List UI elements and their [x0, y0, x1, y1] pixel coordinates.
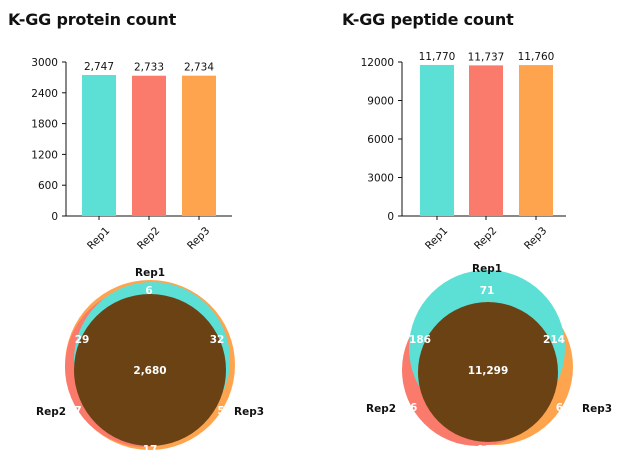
peptide-venn-diagram: Rep1 Rep2 Rep3 71 186 214 11,299 66 61 1…	[366, 263, 612, 456]
protein-y-tick-label: 1200	[31, 149, 58, 161]
peptide-y-tick-label: 6000	[367, 134, 394, 146]
venn-region-all: 11,299	[468, 365, 509, 377]
peptide-category-label: Rep1	[423, 225, 450, 252]
protein-bar-chart: 0 600 1200 1800 2400 3000 2,747 Rep1 2,733 Rep2 2,…	[31, 57, 232, 252]
venn-region-rep2-only: 7	[74, 405, 81, 417]
venn-region-rep3-only: 61	[556, 402, 571, 414]
protein-y-tick-label: 600	[38, 180, 58, 192]
peptide-y-tick-label: 9000	[367, 96, 394, 108]
venn-region-rep1-rep3: 32	[210, 334, 225, 346]
peptide-bar-chart: 0 3000 6000 9000 12000 11,770 Rep1 11,737 Rep2 11…	[361, 51, 566, 252]
protein-bar-rep3	[182, 75, 216, 216]
venn-label-rep3: Rep3	[234, 406, 264, 418]
venn-overlap-circle	[418, 302, 558, 442]
peptide-category-label: Rep2	[472, 225, 499, 252]
venn-region-rep1-only: 71	[480, 285, 495, 297]
venn-region-all: 2,680	[133, 365, 166, 377]
venn-region-rep2-only: 66	[403, 402, 418, 414]
peptide-chart-title: K-GG peptide count	[342, 10, 514, 29]
peptide-y-tick-label: 12000	[361, 57, 394, 69]
protein-y-tick-label: 1800	[31, 119, 58, 131]
venn-label-rep1: Rep1	[135, 267, 165, 279]
peptide-y-tick-label: 3000	[367, 173, 394, 185]
peptide-bar-rep2	[469, 65, 503, 216]
peptide-value-label: 11,760	[518, 51, 555, 63]
protein-category-label: Rep2	[135, 225, 162, 252]
venn-region-rep3-only: 5	[217, 405, 224, 417]
venn-label-rep2: Rep2	[36, 406, 66, 418]
venn-region-rep1-rep2: 29	[75, 334, 90, 346]
venn-overlap-circle	[74, 294, 226, 446]
venn-region-rep2-rep3: 17	[143, 444, 158, 456]
venn-label-rep2: Rep2	[366, 403, 396, 415]
peptide-y-tick-label: 0	[387, 211, 394, 223]
peptide-bar-rep3	[519, 65, 553, 216]
protein-value-label: 2,734	[184, 62, 214, 74]
protein-bar-rep2	[132, 75, 166, 217]
protein-chart-title: K-GG protein count	[8, 10, 177, 29]
peptide-bar-rep1	[420, 64, 454, 217]
venn-region-rep2-rep3: 186	[477, 444, 499, 456]
venn-region-rep1-only: 6	[145, 285, 152, 297]
protein-bar-rep1	[82, 74, 116, 216]
protein-value-label: 2,747	[84, 61, 114, 73]
protein-venn-diagram: Rep1 Rep2 Rep3 6 29 32 2,680 7 5 17	[36, 267, 264, 456]
peptide-value-label: 11,737	[468, 51, 505, 63]
protein-value-label: 2,733	[134, 62, 164, 74]
protein-y-tick-label: 2400	[31, 88, 58, 100]
venn-region-rep1-rep3: 214	[543, 334, 565, 346]
peptide-value-label: 11,770	[419, 51, 456, 63]
venn-label-rep1: Rep1	[472, 263, 502, 275]
venn-label-rep3: Rep3	[582, 403, 612, 415]
protein-category-label: Rep1	[85, 225, 112, 252]
peptide-category-label: Rep3	[522, 225, 549, 252]
venn-region-rep1-rep2: 186	[409, 334, 431, 346]
protein-category-label: Rep3	[185, 225, 212, 252]
protein-y-tick-label: 0	[51, 211, 58, 223]
protein-y-tick-label: 3000	[31, 57, 58, 69]
